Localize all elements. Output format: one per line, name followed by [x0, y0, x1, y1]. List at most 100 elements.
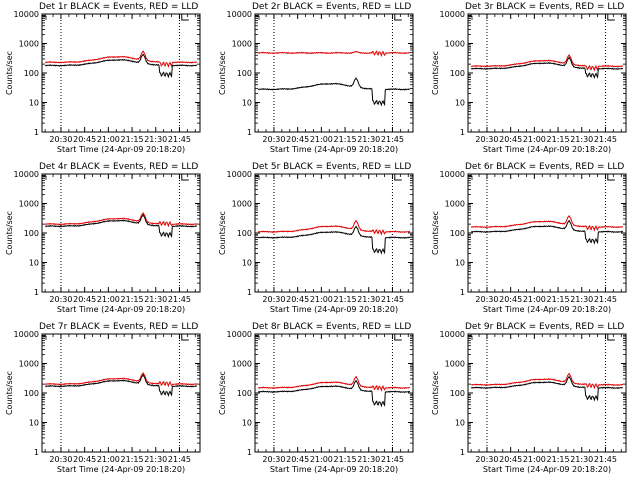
- x-tick-label: 20:30: [475, 295, 498, 304]
- x-tick-label: 20:45: [499, 295, 522, 304]
- y-tick-label: 1: [247, 288, 252, 297]
- panel-title: Det 3r BLACK = Events, RED = LLD: [465, 2, 624, 12]
- plot-frame: [467, 173, 627, 293]
- x-tick-label: 20:45: [73, 135, 96, 144]
- x-tick-label: 21:30: [144, 455, 167, 464]
- x-tick-label: 21:30: [144, 295, 167, 304]
- y-tick-label: 10: [242, 259, 252, 268]
- plot-frame: [41, 13, 201, 133]
- detector-panel-d7: Det 7r BLACK = Events, RED = LLD 1 10 100 10…: [0, 320, 213, 480]
- y-tick-label: 10: [455, 99, 465, 108]
- x-tick-label: 21:00: [310, 135, 333, 144]
- x-tick-label: 21:15: [547, 455, 570, 464]
- plot-svg-d8: Det 8r BLACK = Events, RED = LLD 1 10 100 10…: [218, 322, 414, 474]
- y-tick-label: 10: [29, 419, 39, 428]
- y-tick-label: 10: [242, 99, 252, 108]
- x-tick-label: 20:30: [49, 135, 72, 144]
- x-tick-label: 21:15: [334, 455, 357, 464]
- x-axis-label: Start Time (24-Apr-09 20:18:20): [483, 145, 611, 154]
- marker-glyph: [607, 14, 615, 21]
- y-tick-label: 10000: [440, 330, 465, 339]
- x-tick-label: 20:30: [262, 295, 285, 304]
- x-tick-label: 21:00: [310, 455, 333, 464]
- plot-frame: [467, 13, 627, 133]
- x-tick-label: 20:45: [286, 295, 309, 304]
- plot-frame: [41, 333, 201, 453]
- x-tick-label: 21:15: [334, 295, 357, 304]
- y-tick-label: 10000: [227, 10, 252, 19]
- y-tick-label: 1000: [19, 360, 39, 369]
- detector-panel-d2: Det 2r BLACK = Events, RED = LLD 1 10 100 10…: [213, 0, 426, 160]
- panel-title: Det 9r BLACK = Events, RED = LLD: [465, 322, 624, 332]
- marker-glyph: [394, 334, 402, 341]
- x-tick-label: 21:00: [97, 455, 120, 464]
- x-axis-label: Start Time (24-Apr-09 20:18:20): [270, 145, 398, 154]
- marker-glyph: [607, 174, 615, 181]
- x-tick-label: 21:00: [523, 455, 546, 464]
- marker-glyph: [607, 334, 615, 341]
- x-tick-label: 20:45: [499, 135, 522, 144]
- x-tick-label: 20:45: [73, 455, 96, 464]
- x-tick-label: 21:15: [121, 135, 144, 144]
- plot-svg-d1: Det 1r BLACK = Events, RED = LLD 1 10 100 10…: [5, 2, 201, 154]
- marker-glyph-left: [468, 335, 473, 340]
- detector-panel-d4: Det 4r BLACK = Events, RED = LLD 1 10 100 10…: [0, 160, 213, 320]
- detector-panel-d8: Det 8r BLACK = Events, RED = LLD 1 10 100 10…: [213, 320, 426, 480]
- x-axis-label: Start Time (24-Apr-09 20:18:20): [483, 465, 611, 474]
- marker-glyph: [394, 174, 402, 181]
- x-axis-label: Start Time (24-Apr-09 20:18:20): [270, 305, 398, 314]
- y-axis-label: Counts/sec: [431, 211, 440, 255]
- y-axis-label: Counts/sec: [431, 371, 440, 415]
- y-tick-label: 10000: [227, 330, 252, 339]
- x-tick-label: 21:45: [594, 135, 617, 144]
- series-events-line: [44, 214, 198, 239]
- x-tick-label: 21:30: [570, 135, 593, 144]
- x-tick-label: 21:45: [381, 135, 404, 144]
- x-tick-label: 21:00: [523, 135, 546, 144]
- panel-title: Det 1r BLACK = Events, RED = LLD: [39, 2, 198, 12]
- y-tick-label: 100: [24, 69, 39, 78]
- y-tick-label: 10000: [440, 10, 465, 19]
- x-tick-label: 21:45: [381, 455, 404, 464]
- y-tick-label: 100: [237, 69, 252, 78]
- y-tick-label: 100: [24, 229, 39, 238]
- marker-glyph-left: [468, 15, 473, 20]
- series-lld-line: [257, 50, 411, 58]
- y-axis-label: Counts/sec: [431, 51, 440, 95]
- detector-panel-d1: Det 1r BLACK = Events, RED = LLD 1 10 100 10…: [0, 0, 213, 160]
- panel-title: Det 4r BLACK = Events, RED = LLD: [39, 162, 198, 172]
- x-tick-label: 20:45: [286, 135, 309, 144]
- y-axis-label: Counts/sec: [218, 51, 227, 95]
- panel-title: Det 5r BLACK = Events, RED = LLD: [252, 162, 411, 172]
- x-tick-label: 21:15: [547, 295, 570, 304]
- plot-frame: [254, 173, 414, 293]
- x-tick-label: 20:30: [475, 455, 498, 464]
- detector-panel-d6: Det 6r BLACK = Events, RED = LLD 1 10 100 10…: [426, 160, 639, 320]
- series-events-line: [44, 53, 198, 79]
- x-tick-label: 21:15: [121, 295, 144, 304]
- x-tick-label: 20:30: [475, 135, 498, 144]
- y-tick-label: 1000: [445, 360, 465, 369]
- y-tick-label: 10: [455, 259, 465, 268]
- series-lld-line: [470, 214, 624, 232]
- y-tick-label: 1: [247, 128, 252, 137]
- y-tick-label: 10: [29, 99, 39, 108]
- panel-title: Det 7r BLACK = Events, RED = LLD: [39, 322, 198, 332]
- y-tick-label: 10000: [14, 170, 39, 179]
- x-tick-label: 20:45: [73, 295, 96, 304]
- series-events-line: [257, 379, 411, 408]
- y-tick-label: 100: [450, 69, 465, 78]
- y-tick-label: 10000: [14, 10, 39, 19]
- plot-frame: [254, 13, 414, 133]
- x-tick-label: 20:45: [286, 455, 309, 464]
- y-axis-label: Counts/sec: [5, 211, 14, 255]
- y-axis-label: Counts/sec: [5, 51, 14, 95]
- marker-glyph: [394, 14, 402, 21]
- x-tick-label: 21:45: [594, 455, 617, 464]
- x-tick-label: 21:00: [310, 295, 333, 304]
- series-events-line: [470, 375, 624, 402]
- marker-glyph-left: [468, 175, 473, 180]
- series-events-line: [257, 225, 411, 255]
- plot-svg-d7: Det 7r BLACK = Events, RED = LLD 1 10 100 10…: [5, 322, 201, 474]
- series-lld-line: [44, 211, 198, 228]
